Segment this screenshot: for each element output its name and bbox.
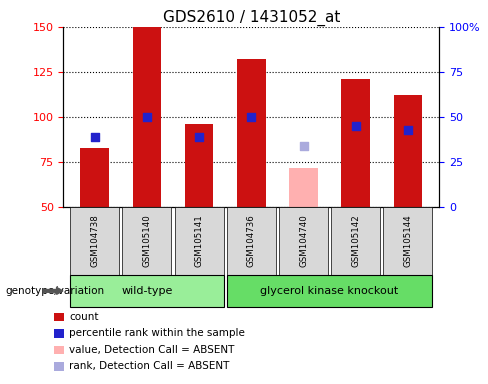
Bar <box>81 148 109 207</box>
Text: GSM105141: GSM105141 <box>195 215 203 267</box>
Bar <box>393 96 422 207</box>
Text: count: count <box>69 312 99 322</box>
Text: GSM104736: GSM104736 <box>247 215 256 267</box>
Text: GSM105142: GSM105142 <box>351 215 360 267</box>
Text: value, Detection Call = ABSENT: value, Detection Call = ABSENT <box>69 345 235 355</box>
Point <box>91 134 99 140</box>
Title: GDS2610 / 1431052_at: GDS2610 / 1431052_at <box>163 9 340 25</box>
Text: GSM105144: GSM105144 <box>404 215 412 267</box>
Point <box>143 114 151 120</box>
Bar <box>341 79 370 207</box>
Point <box>404 127 412 133</box>
Bar <box>237 60 265 207</box>
Bar <box>133 27 162 207</box>
Text: genotype/variation: genotype/variation <box>5 286 104 296</box>
Text: glycerol kinase knockout: glycerol kinase knockout <box>261 286 399 296</box>
Point <box>247 114 255 120</box>
Point <box>195 134 203 140</box>
Text: wild-type: wild-type <box>121 286 173 296</box>
Bar <box>289 168 318 207</box>
Point <box>352 123 360 129</box>
Text: GSM105140: GSM105140 <box>142 215 151 267</box>
Point <box>300 143 307 149</box>
Text: GSM104738: GSM104738 <box>90 215 99 267</box>
Text: GSM104740: GSM104740 <box>299 215 308 267</box>
Text: rank, Detection Call = ABSENT: rank, Detection Call = ABSENT <box>69 361 230 371</box>
Bar <box>185 124 213 207</box>
Text: percentile rank within the sample: percentile rank within the sample <box>69 328 245 338</box>
